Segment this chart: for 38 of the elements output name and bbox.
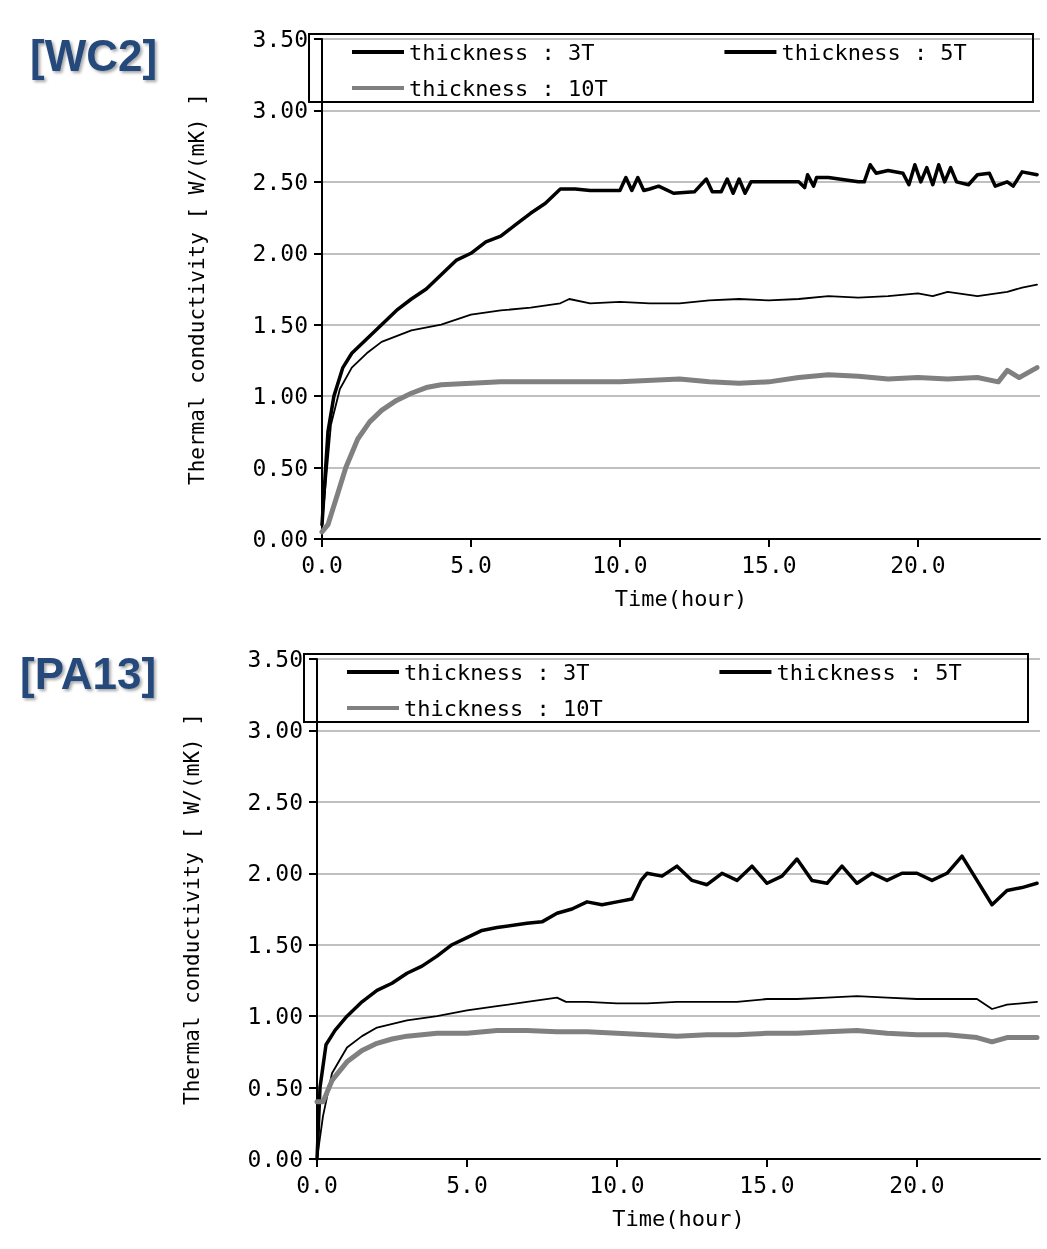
y-tick-label: 0.50 [252,454,308,481]
y-tick-label: 1.00 [247,1003,303,1030]
y-tick-label: 1.50 [252,311,308,338]
legend-label: thickness : 10T [404,695,603,721]
legend-label: thickness : 5T [776,659,962,685]
x-tick-label: 10.0 [589,1171,645,1198]
y-tick-label: 2.50 [252,168,308,195]
y-tick-label: 3.00 [247,717,303,744]
chart-title: [PA13] [20,648,157,698]
y-tick-label: 2.00 [247,860,303,887]
x-tick-label: 10.0 [592,551,648,578]
x-tick-label: 20.0 [890,551,946,578]
x-tick-label: 5.0 [450,551,492,578]
legend-label: thickness : 10T [409,75,608,101]
y-axis-title: Thermal conductivity [ W/(mK) ] [179,713,204,1105]
chart-title: [WC2] [30,30,158,80]
y-tick-label: 0.00 [252,526,308,552]
x-tick-label: 0.0 [296,1171,338,1198]
y-tick-label: 1.00 [252,383,308,410]
y-tick-label: 1.50 [247,931,303,958]
x-tick-label: 0.0 [301,551,343,578]
y-tick-label: 3.50 [247,646,303,672]
x-axis-title: Time(hour) [612,1205,745,1231]
y-tick-label: 3.00 [252,97,308,124]
x-axis-title: Time(hour) [614,585,748,611]
legend-label: thickness : 3T [404,659,590,685]
y-tick-label: 2.50 [247,788,303,815]
legend-label: thickness : 5T [781,39,967,65]
y-tick-label: 2.00 [252,240,308,267]
x-tick-label: 5.0 [446,1171,488,1198]
y-tick-label: 0.50 [247,1074,303,1101]
x-tick-label: 15.0 [739,1171,795,1198]
y-tick-label: 0.00 [247,1146,303,1172]
legend-label: thickness : 3T [409,39,595,65]
x-tick-label: 20.0 [889,1171,945,1198]
x-tick-label: 15.0 [741,551,797,578]
y-axis-title: Thermal conductivity [ W/(mK) ] [184,93,209,485]
y-tick-label: 3.50 [252,26,308,52]
